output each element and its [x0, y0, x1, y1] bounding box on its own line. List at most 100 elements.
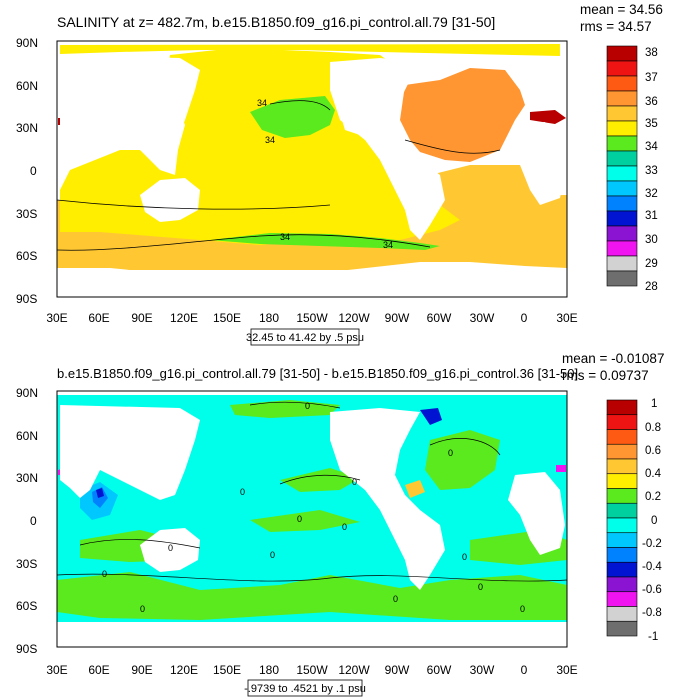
bottom-contour-label: 0 — [478, 582, 483, 592]
x-tick-label: 180 — [259, 311, 279, 325]
colorbar-swatch — [606, 135, 638, 152]
top-land-americas — [330, 58, 445, 240]
y-tick-label: 90S — [16, 642, 37, 656]
panel-top-frame — [56, 40, 568, 298]
top-contours — [56, 100, 501, 251]
x-tick-label: 60W — [427, 311, 452, 325]
y-tick-label: 30S — [16, 207, 37, 221]
panel-bottom-range-box — [247, 679, 363, 697]
y-tick-label: 60N — [16, 429, 38, 443]
top-contour-label: 34 — [257, 98, 267, 108]
x-tick-label: 90E — [131, 663, 152, 677]
colorbar-swatch — [606, 561, 638, 578]
bottom-purple-arctic — [420, 408, 442, 425]
colorbar-label: 0.4 — [645, 468, 662, 480]
colorbar-swatch — [606, 502, 638, 519]
bottom-green-band — [230, 400, 340, 418]
bottom-contour-label: 0 — [305, 401, 310, 411]
x-tick-label: 90W — [385, 311, 410, 325]
y-tick-label: 90N — [16, 386, 38, 400]
panel-bottom-range-label: -.9739 to .4521 by .1 psu — [244, 683, 366, 695]
colorbar-swatch — [606, 591, 638, 607]
colorbar-swatch — [606, 255, 638, 272]
colorbar-label: 37 — [645, 72, 658, 84]
x-tick-label: 30W — [470, 311, 495, 325]
x-tick-label: 60W — [427, 663, 452, 677]
x-tick-label: 180 — [259, 663, 279, 677]
bottom-land-africa — [508, 472, 565, 555]
top-atlantic-high — [400, 68, 525, 162]
x-tick-label: 30E — [556, 311, 577, 325]
panel-top-map: 34 34 34 34 — [56, 41, 567, 297]
colorbar-label: 35 — [645, 118, 658, 130]
colorbar-swatch — [606, 270, 638, 287]
y-tick-label: 90S — [16, 292, 37, 306]
bottom-contour-label: 0 — [270, 550, 275, 560]
x-tick-label: 150W — [296, 311, 328, 325]
colorbar-swatch — [606, 606, 638, 622]
colorbar-swatch — [606, 165, 638, 182]
x-tick-label: 120W — [338, 663, 370, 677]
bottom-contour-label: 0 — [393, 594, 398, 604]
x-tick-label: 120E — [170, 663, 198, 677]
colorbar-swatch — [606, 225, 638, 242]
colorbar-label: 36 — [645, 96, 658, 108]
colorbar-swatch — [606, 120, 638, 137]
x-tick-label: 90E — [131, 311, 152, 325]
colorbar-swatch — [606, 180, 638, 197]
x-tick-label: 30E — [556, 663, 577, 677]
x-tick-label: 120E — [170, 311, 198, 325]
bottom-magenta-patch-right — [556, 465, 566, 472]
top-contour-label: 34 — [265, 135, 275, 145]
colorbar-swatch — [606, 443, 638, 460]
panel-bottom-map: 0 0 0 0 0 0 0 0 0 0 0 0 0 0 — [56, 391, 568, 647]
colorbar-label: 32 — [645, 188, 658, 200]
top-land-asia — [60, 55, 200, 150]
panel-bottom: b.e15.B1850.f09_g16.pi_control.all.79 [3… — [16, 351, 664, 697]
colorbar-label: 34 — [645, 141, 658, 153]
colorbar-swatch — [606, 429, 638, 445]
x-tick-label: 120W — [338, 311, 370, 325]
colorbar-swatch — [606, 473, 638, 489]
top-land-antarctica — [57, 270, 567, 297]
y-tick-label: 60N — [16, 79, 38, 93]
colorbar-swatch — [606, 517, 638, 534]
x-tick-label: 30E — [46, 663, 67, 677]
bottom-green-band — [425, 430, 500, 490]
bottom-contour-label: 0 — [462, 552, 467, 562]
colorbar-label: 33 — [645, 165, 658, 177]
x-tick-label: 150W — [296, 663, 328, 677]
colorbar-swatch — [606, 576, 638, 593]
top-arctic-ocean — [60, 44, 560, 56]
y-tick-label: 30S — [16, 557, 37, 571]
panel-top-x-axis: 30E 60E 90E 120E 150E 180 150W 120W 90W … — [46, 311, 577, 325]
colorbar-swatch — [606, 150, 638, 167]
colorbar-swatch — [606, 75, 638, 92]
bottom-contour-label: 0 — [342, 522, 347, 532]
colorbar-swatch — [606, 620, 638, 637]
colorbar-swatch — [606, 210, 638, 227]
colorbar-label: 0 — [651, 515, 657, 527]
panel-top-y-axis: 90N 60N 30N 0 30S 60S 90S — [16, 36, 38, 306]
panel-top-range-box — [250, 328, 360, 346]
panel-bottom-colorbar-labels: 1 0.8 0.6 0.4 0.2 0 -0.2 -0.4 -0.6 -0.8 … — [642, 398, 662, 643]
bottom-land-antarctica — [57, 622, 567, 647]
panel-bottom-title: b.e15.B1850.f09_g16.pi_control.all.79 [3… — [57, 366, 578, 381]
bottom-contour-label: 0 — [352, 477, 357, 487]
bottom-land-americas — [330, 408, 445, 590]
bottom-green-band — [57, 572, 567, 620]
x-tick-label: 0 — [521, 311, 528, 325]
bottom-green-band — [250, 510, 360, 532]
x-tick-label: 150E — [213, 663, 241, 677]
top-contour-label: 34 — [280, 232, 290, 242]
bottom-land-asia — [60, 405, 200, 500]
bottom-land-australia — [140, 528, 200, 572]
x-tick-label: 60E — [88, 311, 109, 325]
colorbar-label: 29 — [645, 258, 658, 270]
colorbar-swatch — [606, 45, 638, 62]
bottom-contours — [56, 401, 568, 582]
y-tick-label: 60S — [16, 599, 37, 613]
colorbar-label: -0.2 — [642, 538, 662, 550]
x-tick-label: 30W — [470, 663, 495, 677]
